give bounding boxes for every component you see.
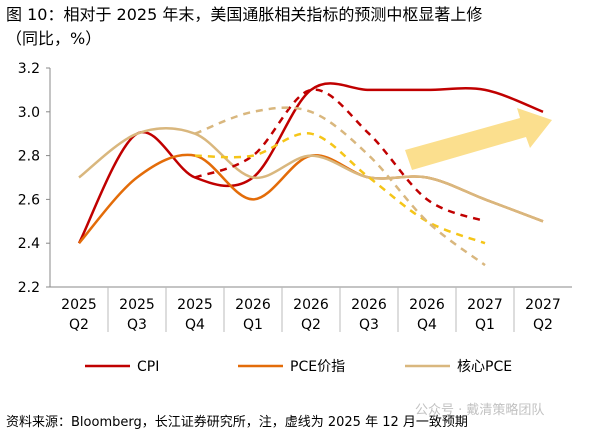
x-tick-label: 2025: [177, 297, 213, 313]
chart-subtitle: （同比，%）: [6, 29, 101, 48]
legend-label: PCE价指: [290, 359, 345, 375]
y-tick-label: 2.2: [18, 280, 40, 296]
y-tick-label: 3.2: [18, 61, 40, 77]
y-tick-label: 2.6: [18, 192, 40, 208]
x-tick-label: Q1: [243, 317, 263, 333]
series-line: [78, 153, 544, 245]
y-tick-label: 2.8: [18, 149, 40, 165]
x-tick-label: Q2: [69, 317, 89, 333]
x-tick-label: 2026: [351, 297, 387, 313]
x-tick-label: Q4: [417, 317, 437, 333]
forecast-line: [194, 106, 486, 267]
x-tick-label: 2025: [61, 297, 97, 313]
x-tick-label: 2026: [293, 297, 329, 313]
trend-arrow: [405, 108, 552, 170]
x-tick-label: Q3: [127, 317, 147, 333]
x-tick-label: 2027: [467, 297, 503, 313]
y-tick-label: 2.4: [18, 236, 40, 252]
x-tick-label: Q2: [533, 317, 553, 333]
x-tick-label: 2026: [235, 297, 271, 313]
forecast-line: [194, 132, 486, 245]
x-tick-label: Q3: [359, 317, 379, 333]
source-note: 资料来源：Bloomberg，长江证券研究所，注，虚线为 2025 年 12 月…: [6, 414, 468, 430]
legend-label: 核心PCE: [457, 359, 512, 375]
x-tick-label: 2027: [525, 297, 561, 313]
forecast-line: [194, 88, 486, 223]
chart-title: 图 10：相对于 2025 年末，美国通胀相关指标的预测中枢显著上修: [6, 5, 482, 24]
x-tick-label: 2025: [119, 297, 155, 313]
series-line: [78, 126, 544, 223]
y-tick-label: 3.0: [18, 105, 40, 121]
x-tick-label: Q1: [475, 317, 495, 333]
x-tick-label: Q4: [185, 317, 205, 333]
x-tick-label: 2026: [409, 297, 445, 313]
legend-label: CPI: [137, 359, 159, 375]
watermark: 公众号 · 戴清策略团队: [415, 402, 544, 418]
x-tick-label: Q2: [301, 317, 321, 333]
